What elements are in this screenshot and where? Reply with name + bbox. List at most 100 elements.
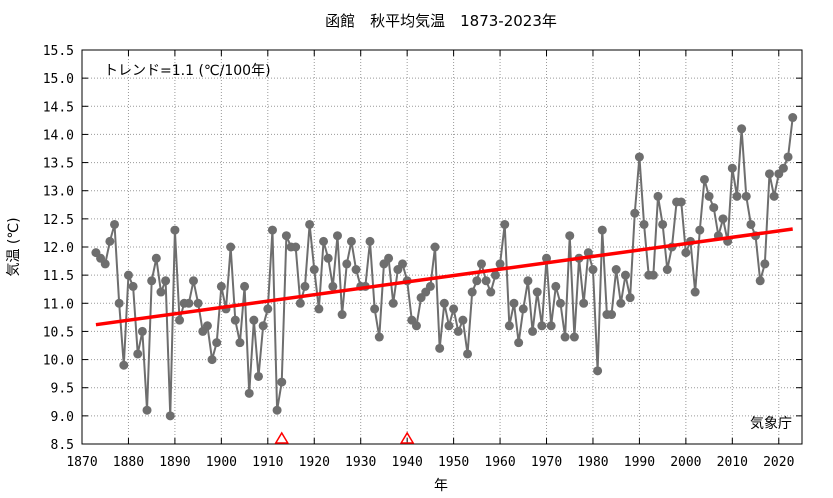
x-axis-label: 年 [434, 478, 448, 494]
data-point [137, 326, 147, 336]
data-point [212, 338, 222, 348]
data-point [188, 276, 198, 286]
data-point [546, 321, 556, 331]
station-change-marker [399, 431, 415, 444]
data-point [305, 219, 315, 229]
data-point [267, 225, 277, 235]
source-label: 気象庁 [750, 416, 792, 432]
data-point [523, 276, 533, 286]
data-point [449, 304, 459, 314]
data-point [300, 281, 310, 291]
data-point [110, 219, 120, 229]
data-point [778, 163, 788, 173]
data-point [560, 332, 570, 342]
data-point [435, 343, 445, 353]
data-point [319, 236, 329, 246]
data-point [718, 214, 728, 224]
data-point [151, 253, 161, 263]
data-point [569, 332, 579, 342]
data-point [244, 388, 254, 398]
data-point [226, 242, 236, 252]
y-tick-label: 13.0 [43, 185, 74, 200]
data-point [453, 326, 463, 336]
data-point [746, 219, 756, 229]
data-point [439, 298, 449, 308]
data-point [147, 276, 157, 286]
data-point [500, 219, 510, 229]
y-tick-label: 10.0 [43, 354, 74, 369]
trend-line [95, 227, 793, 327]
data-point [254, 371, 264, 381]
x-tick-label: 1910 [252, 455, 283, 470]
data-point [258, 321, 268, 331]
data-point [537, 321, 547, 331]
data-point [709, 203, 719, 213]
data-point [235, 338, 245, 348]
data-point [495, 259, 505, 269]
trend-segment [95, 227, 793, 327]
trend-annotation: トレンド=1.1 (℃/100年) [104, 63, 271, 79]
data-point [398, 259, 408, 269]
data-point [620, 270, 630, 280]
data-point [202, 321, 212, 331]
data-point [193, 298, 203, 308]
data-point [579, 298, 589, 308]
y-tick-label: 15.0 [43, 72, 74, 87]
data-point [346, 236, 356, 246]
data-point [551, 281, 561, 291]
grid [82, 50, 802, 444]
y-tick-label: 12.5 [43, 213, 74, 228]
station-change-markers [274, 431, 415, 444]
data-point [676, 197, 686, 207]
data-point [737, 124, 747, 134]
data-point [588, 265, 598, 275]
x-tick-label: 1970 [531, 455, 562, 470]
data-point [504, 321, 514, 331]
data-point [291, 242, 301, 252]
x-tick-label: 1950 [438, 455, 469, 470]
x-tick-label: 2000 [670, 455, 701, 470]
data-point [128, 281, 138, 291]
data-point [100, 259, 110, 269]
y-tick-label: 8.5 [51, 438, 74, 453]
data-point [249, 315, 259, 325]
data-point [476, 259, 486, 269]
y-tick-label: 9.5 [51, 382, 74, 397]
data-point [695, 225, 705, 235]
data-point [648, 270, 658, 280]
data-point [184, 298, 194, 308]
data-point [528, 326, 538, 336]
data-point [597, 225, 607, 235]
data-point [309, 265, 319, 275]
data-point [263, 304, 273, 314]
x-tick-label: 2010 [717, 455, 748, 470]
tick-labels: 1870 1880 1890 1900 1910 1920 1930 1940 1950 1960… [43, 44, 795, 470]
data-point [374, 332, 384, 342]
data-point [607, 310, 617, 320]
data-point [332, 231, 342, 241]
data-point [175, 315, 185, 325]
station-change-marker [274, 431, 290, 444]
data-point [481, 276, 491, 286]
data-point [458, 315, 468, 325]
data-point [444, 321, 454, 331]
y-axis-label: 気温 (℃) [6, 217, 22, 276]
data-point [490, 270, 500, 280]
data-point [611, 265, 621, 275]
data-point [486, 287, 496, 297]
x-tick-label: 1870 [66, 455, 97, 470]
data-point [142, 405, 152, 415]
data-point [314, 304, 324, 314]
data-point [165, 411, 175, 421]
data-point [583, 248, 593, 258]
data-point [430, 242, 440, 252]
ticks [81, 49, 802, 445]
y-tick-label: 15.5 [43, 44, 74, 59]
data-point [365, 236, 375, 246]
data-point [425, 281, 435, 291]
data-point [272, 405, 282, 415]
data-point [690, 287, 700, 297]
data-point [639, 219, 649, 229]
x-tick-label: 1980 [577, 455, 608, 470]
data-point [704, 191, 714, 201]
